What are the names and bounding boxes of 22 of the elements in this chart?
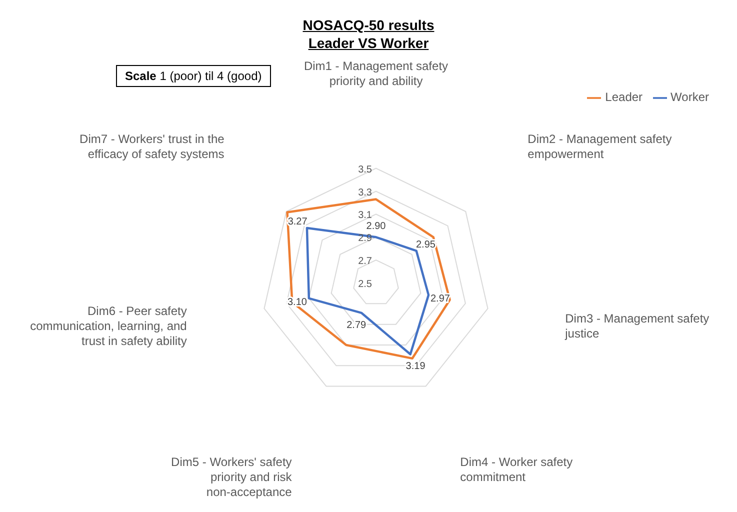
spoke-label: Dim7 - Workers' trust in the efficacy of safety systems [80, 132, 225, 162]
spoke-label: Dim1 - Management safety priority and ability [304, 59, 448, 88]
y-tick-label: 2.9 [358, 233, 372, 244]
spoke-label: Dim2 - Management safety empowerment [528, 132, 672, 162]
data-label: 3.19 [406, 361, 426, 372]
data-label: 2.95 [416, 239, 436, 250]
legend-label: Leader [605, 90, 643, 104]
spoke-label: Dim4 - Worker safety commitment [460, 454, 573, 484]
chart-subtitle: Leader VS Worker [307, 34, 430, 52]
y-tick-label: 3.5 [358, 164, 372, 176]
y-tick-label: 3.3 [358, 187, 372, 198]
spoke-label: Dim6 - Peer safety communication, learning, and trust in safety ability [30, 304, 187, 348]
y-tick-label: 2.5 [358, 279, 372, 290]
text: Scale 1 (poor) til 4 (good) [116, 65, 271, 87]
legend-label: Worker [670, 90, 709, 104]
chart-title: NOSACQ-50 results [302, 16, 436, 34]
spoke-label: Dim3 - Management safety justice [564, 312, 710, 341]
y-tick-label: 3.1 [358, 210, 372, 222]
data-label: 2.79 [346, 320, 367, 331]
y-tick-label: 2.7 [358, 256, 372, 268]
spoke-label: Dim5 - Workers' safety priority and risk non-acceptance [171, 454, 293, 499]
data-label: 2.90 [366, 221, 386, 232]
